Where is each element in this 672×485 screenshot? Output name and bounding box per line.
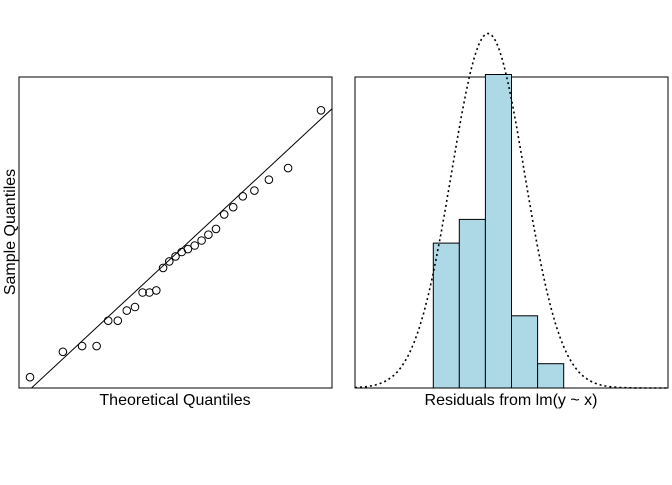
qq-point	[103, 316, 113, 326]
qq-plot-marks	[25, 106, 332, 388]
qq-point	[183, 244, 193, 254]
histogram-panel: Residuals from lm(y ~ x)	[354, 32, 669, 409]
qq-point	[228, 202, 238, 212]
qq-point	[77, 341, 87, 351]
qq-point	[58, 347, 68, 357]
qq-point	[204, 230, 213, 239]
qq-point	[25, 372, 35, 382]
histogram-bar	[432, 242, 460, 389]
qq-y-axis-label: Sample Quantiles	[2, 169, 19, 295]
qq-point	[158, 263, 168, 273]
qq-point	[264, 175, 274, 184]
qq-point	[211, 224, 221, 234]
qq-reference-line	[30, 108, 332, 388]
qq-point	[197, 236, 206, 245]
qq-point	[238, 192, 248, 201]
histogram-marks	[355, 32, 668, 389]
qq-point	[152, 286, 161, 295]
qq-point	[165, 257, 174, 266]
qq-plot-panel: Theoretical Quantiles Sample Quantiles	[2, 76, 333, 409]
histogram-bar	[537, 363, 565, 389]
qq-point	[122, 306, 132, 315]
qq-point	[219, 210, 229, 219]
qq-point	[190, 241, 199, 250]
qq-point	[171, 252, 180, 261]
histogram-bar	[484, 74, 512, 389]
histogram-x-axis-label: Residuals from lm(y ~ x)	[425, 392, 598, 409]
qq-plot-frame	[18, 76, 333, 389]
histogram-bar	[511, 315, 539, 389]
qq-point	[250, 186, 259, 195]
histogram-bar	[458, 218, 486, 389]
qq-x-axis-label: Theoretical Quantiles	[99, 392, 250, 409]
qq-point	[130, 302, 140, 312]
qq-point	[316, 106, 326, 115]
qq-point	[283, 163, 293, 173]
normal-density-curve	[355, 32, 668, 389]
qq-point	[113, 316, 123, 326]
qq-point	[92, 341, 101, 351]
qq-point	[138, 288, 147, 297]
